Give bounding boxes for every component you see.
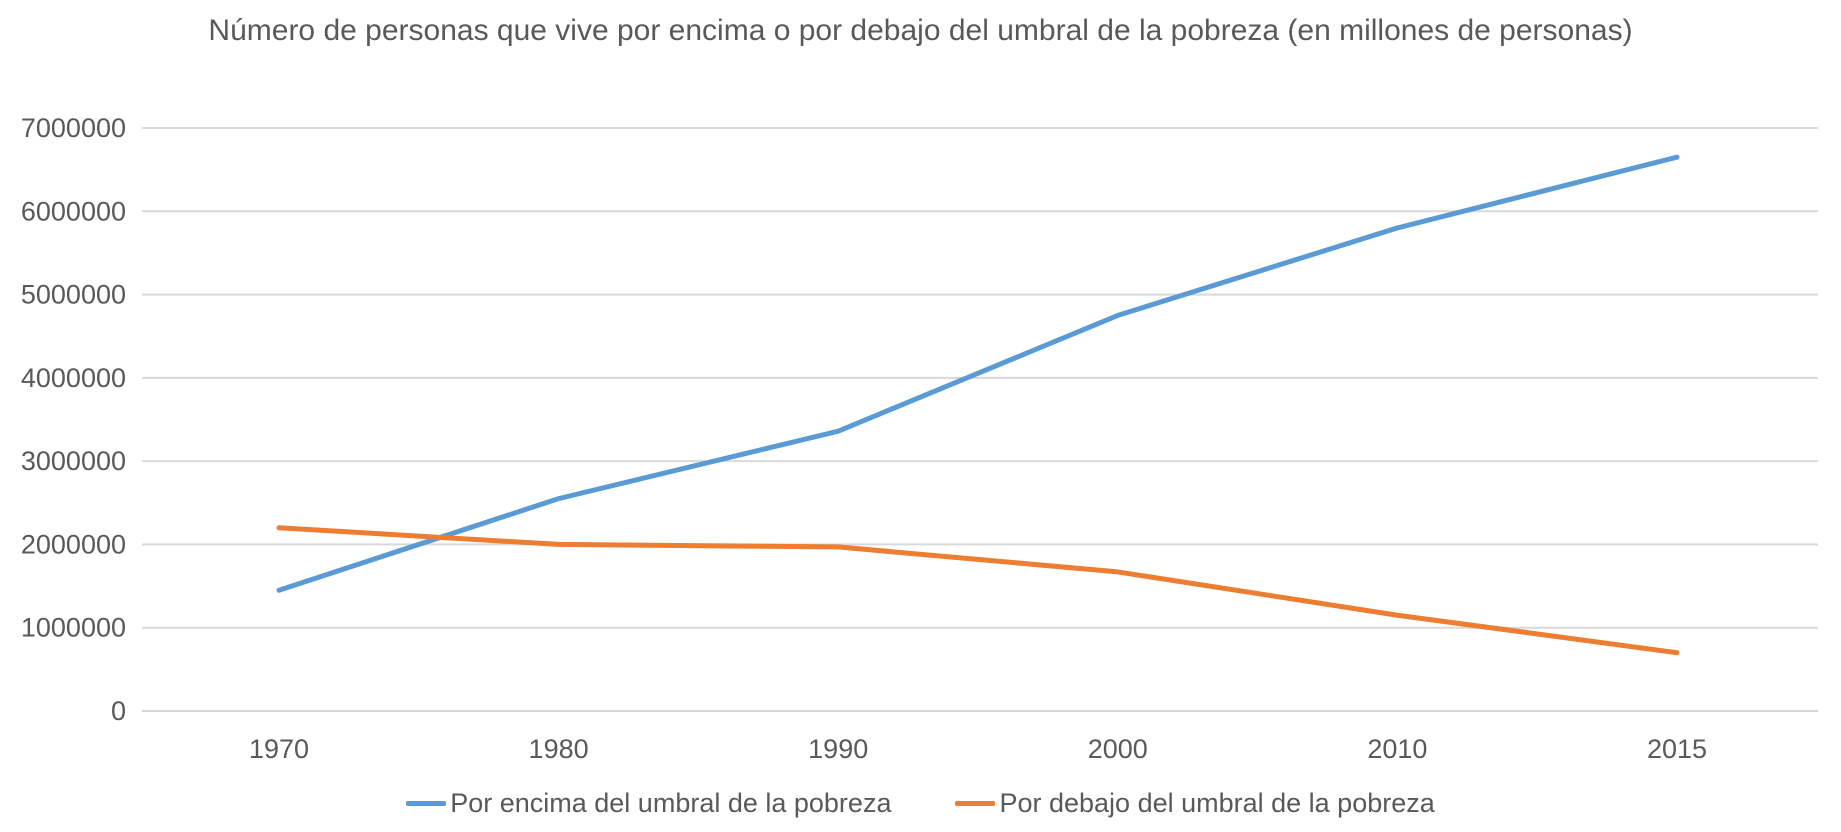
y-axis-labels: 0 1000000 2000000 3000000 4000000 5000000 6000…: [21, 113, 126, 726]
legend-item-label: Por encima del umbral de la pobreza: [450, 788, 892, 818]
legend-item-por-debajo: Por debajo del umbral de la pobreza: [955, 788, 1435, 819]
x-axis-tick-label: 1990: [808, 734, 868, 764]
legend-line-swatch: [955, 801, 996, 806]
series-lines: [276, 154, 1680, 656]
legend-item-label: Por debajo del umbral de la pobreza: [999, 788, 1435, 818]
legend: Por encima del umbral de la pobreza Por d…: [0, 788, 1841, 819]
series-line-por-encima: [276, 154, 1680, 593]
legend-line-swatch: [406, 801, 447, 806]
x-axis-labels: 1970 1980 1990 2000 2010 2015: [249, 734, 1707, 764]
x-axis-tick-label: 2010: [1367, 734, 1427, 764]
y-axis-tick-label: 1000000: [21, 613, 126, 643]
y-axis-tick-label: 3000000: [21, 446, 126, 476]
x-axis-tick-label: 1980: [529, 734, 589, 764]
y-axis-tick-label: 0: [111, 696, 126, 726]
series-line-por-debajo: [276, 525, 1680, 656]
y-axis-tick-label: 6000000: [21, 196, 126, 226]
x-axis-tick-label: 2015: [1647, 734, 1707, 764]
legend-item-por-encima: Por encima del umbral de la pobreza: [406, 788, 891, 819]
x-axis-tick-label: 1970: [249, 734, 309, 764]
chart-title: Número de personas que vive por encima o…: [208, 14, 1633, 47]
y-axis-tick-label: 2000000: [21, 529, 126, 559]
y-axis-tick-label: 4000000: [21, 363, 126, 393]
y-axis-tick-label: 7000000: [21, 113, 126, 143]
gridlines: [142, 127, 1818, 712]
x-axis-tick-label: 2000: [1088, 734, 1148, 764]
y-axis-tick-label: 5000000: [21, 280, 126, 310]
